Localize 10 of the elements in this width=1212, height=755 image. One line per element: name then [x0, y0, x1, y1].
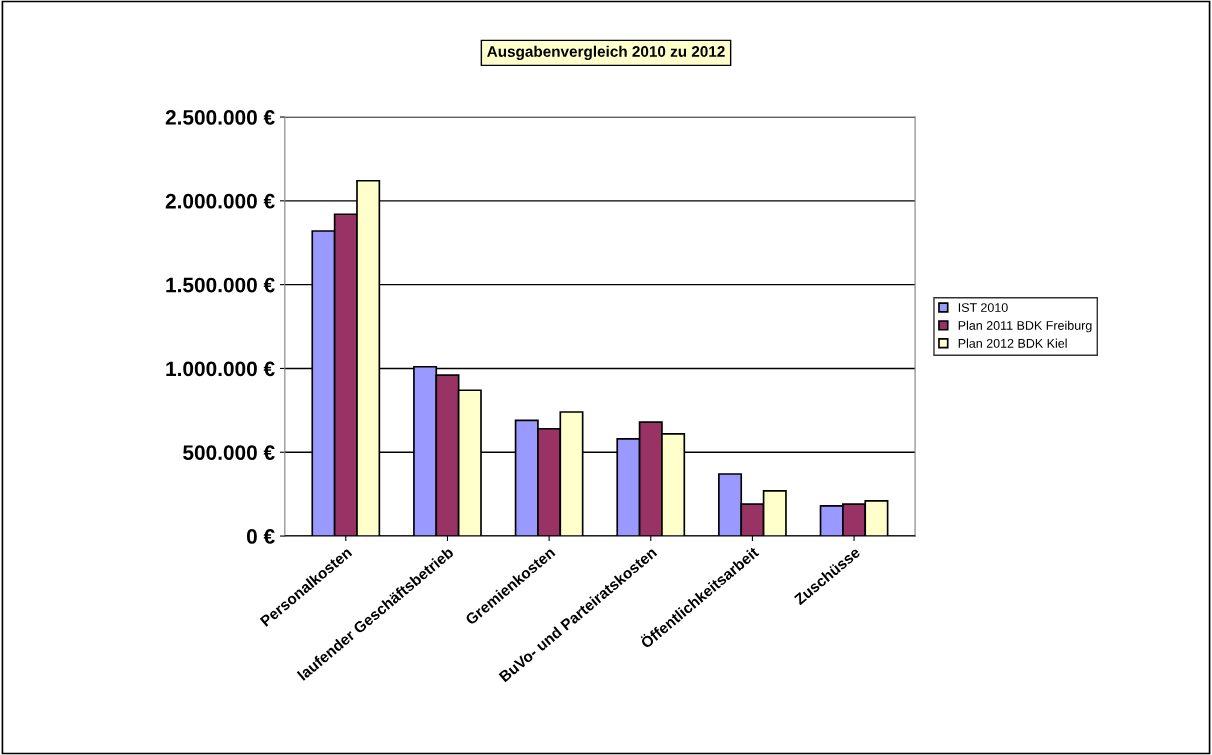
legend-label: IST 2010: [958, 303, 1008, 312]
y-tick-label: 1.500.000 €: [166, 277, 275, 293]
y-tick-label: 0 €: [246, 529, 275, 544]
legend-label: Plan 2011 BDK Freiburg: [958, 320, 1092, 333]
y-tick-label: 500.000 €: [183, 445, 275, 460]
y-tick-label: 1.000.000 €: [166, 361, 275, 377]
legend-label: Plan 2012 BDK Kiel: [958, 338, 1067, 348]
y-tick-label: 2.000.000 €: [165, 193, 275, 209]
y-tick-label: 2.500.000 €: [165, 110, 275, 125]
chart-title: Ausgabenvergleich 2010 zu 2012: [487, 45, 725, 60]
